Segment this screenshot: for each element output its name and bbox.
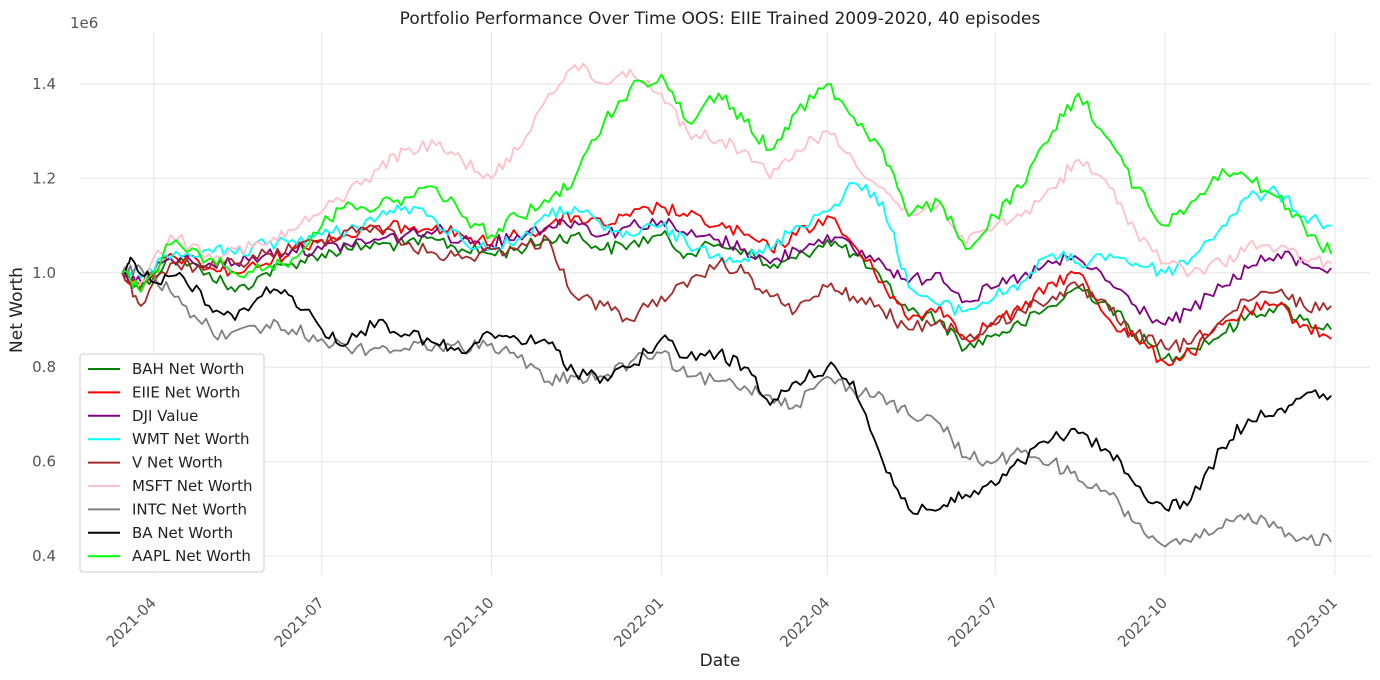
series-line-wmt [122, 181, 1332, 317]
chart-title: Portfolio Performance Over Time OOS: EII… [400, 9, 1041, 29]
y-tick-label: 0.6 [32, 453, 56, 471]
x-tick-label: 2022-01 [610, 594, 667, 651]
series-line-v [121, 224, 1332, 353]
legend: BAH Net Worth EIIE Net Worth DJI Value WMT … [79, 353, 265, 573]
x-axis-ticks: 2021-04 2021-07 2021-10 2022-01 2022-04 2022-… [103, 594, 1341, 651]
series-line-dji [121, 217, 1332, 326]
x-tick-label: 2023-01 [1284, 594, 1341, 651]
legend-entry: MSFT Net Worth [132, 477, 253, 495]
x-tick-label: 2022-04 [776, 594, 833, 651]
x-tick-label: 2022-10 [1114, 594, 1171, 651]
x-tick-label: 2022-07 [944, 594, 1001, 651]
grid [80, 32, 1370, 575]
x-axis-label: Date [700, 651, 741, 671]
y-axis-label: Net Worth [7, 267, 27, 353]
legend-entry: BA Net Worth [132, 524, 233, 542]
y-tick-label: 0.4 [32, 547, 56, 565]
y-tick-label: 1.0 [32, 264, 56, 282]
series-line-aapl [121, 73, 1333, 293]
series-line-ba [121, 256, 1332, 515]
y-tick-label: 0.8 [32, 358, 56, 376]
y-axis-ticks: 0.4 0.6 0.8 1.0 1.2 1.4 [32, 75, 56, 565]
legend-entry: DJI Value [132, 407, 198, 425]
legend-entry: INTC Net Worth [132, 500, 247, 518]
legend-entry: V Net Worth [132, 454, 223, 472]
series-line-intc [121, 264, 1332, 548]
x-tick-label: 2021-04 [103, 594, 160, 651]
series-lines [121, 62, 1333, 548]
x-tick-label: 2021-10 [440, 594, 497, 651]
legend-entry: WMT Net Worth [132, 430, 250, 448]
legend-entry: EIIE Net Worth [132, 383, 240, 401]
y-tick-label: 1.4 [32, 75, 56, 93]
series-line-eiie [121, 201, 1332, 367]
x-tick-label: 2021-07 [271, 594, 328, 651]
legend-box [79, 353, 265, 573]
y-tick-label: 1.2 [32, 169, 56, 187]
series-line-msft [121, 62, 1332, 288]
legend-entry: BAH Net Worth [132, 360, 244, 378]
y-offset-text: 1e6 [70, 14, 98, 32]
legend-entry: AAPL Net Worth [132, 547, 251, 565]
